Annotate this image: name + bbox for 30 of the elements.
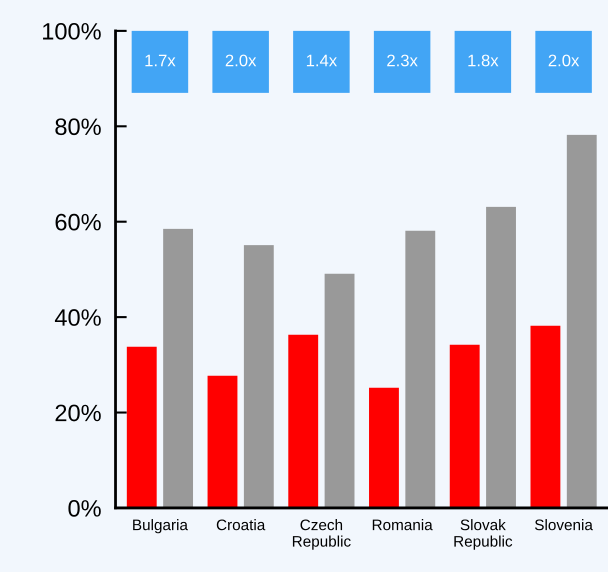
bar <box>208 376 238 508</box>
bar <box>126 346 157 508</box>
bar <box>324 274 354 508</box>
annotation: 2.3x <box>387 54 418 66</box>
x-tick-label: Romania <box>372 519 433 530</box>
x-tick-label: Croatia <box>216 519 266 530</box>
x-tick-label: Slovak Republic <box>454 519 512 550</box>
bar <box>369 388 399 508</box>
bar <box>486 206 516 508</box>
bar <box>288 334 318 508</box>
y-tick-label: 0% <box>68 500 101 517</box>
annotation: 2.0x <box>548 54 580 66</box>
y-tick-label: 40% <box>54 309 101 326</box>
bar <box>244 245 274 508</box>
annotation: 1.7x <box>145 54 176 66</box>
annotation: 1.8x <box>468 54 498 66</box>
bar <box>566 134 597 508</box>
y-tick-label: 100% <box>43 22 101 40</box>
x-tick-label: Czech Republic <box>292 519 351 550</box>
bar <box>450 344 480 508</box>
bar <box>530 326 560 508</box>
y-tick-label: 20% <box>56 404 101 422</box>
x-tick-label: Bulgaria <box>133 519 188 534</box>
y-tick-label: 60% <box>56 214 101 230</box>
annotation: 2.0x <box>226 54 256 66</box>
bar <box>163 228 194 508</box>
y-tick-label: 80% <box>55 118 101 136</box>
bar <box>405 230 436 508</box>
x-tick-label: Slovenia <box>534 519 593 530</box>
annotation: 1.4x <box>306 54 337 66</box>
